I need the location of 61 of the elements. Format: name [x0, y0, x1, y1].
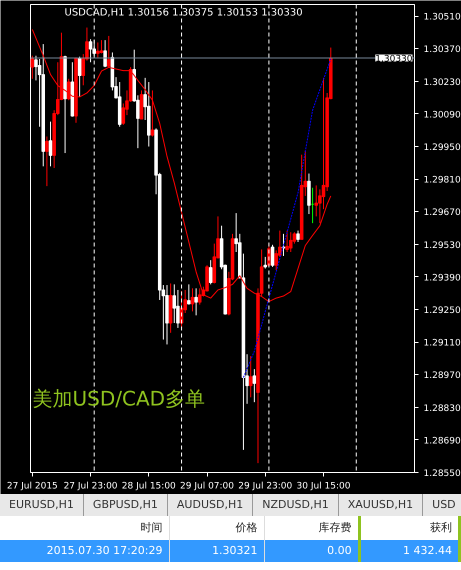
- chart-title: USDCAD,H1 1.30156 1.30375 1.30153 1.30330: [64, 8, 303, 18]
- text: 0.00: [264, 540, 360, 562]
- line-series: [242, 58, 332, 378]
- candlestick: [205, 264, 209, 292]
- candlestick: [208, 260, 212, 285]
- x-tick-label: 27 Jul 23:00: [64, 482, 118, 492]
- text: XAUUSD,H1: [338, 494, 424, 516]
- text: EURUSD,H1: [0, 494, 84, 516]
- candlestick: [248, 356, 252, 398]
- y-tick-label: 1.29390: [424, 273, 461, 284]
- text: 时间: [0, 516, 169, 540]
- candlestick: [187, 284, 191, 306]
- x-tick-label: 30 Jul 15:00: [296, 482, 351, 492]
- candlestick: [150, 90, 154, 138]
- text: 库存费: [264, 516, 360, 540]
- text: 1 432.44: [359, 540, 460, 562]
- text: USD: [423, 494, 461, 516]
- candlestick: [172, 284, 176, 324]
- ref-line-label: 1.30330: [375, 54, 413, 65]
- candlestick: [252, 368, 256, 403]
- y-tick-label: 1.30090: [424, 110, 461, 120]
- x-tick-label: 29 Jul 07:00: [180, 482, 234, 492]
- text: 获利: [359, 516, 460, 540]
- candlestick: [106, 35, 111, 68]
- y-tick-label: 1.28550: [424, 469, 461, 479]
- candlestick: [96, 42, 100, 58]
- y-tick-label: 1.30230: [424, 78, 461, 88]
- text: 2015.07.30 17:20:29: [0, 540, 169, 562]
- y-tick-label: 1.29250: [424, 306, 461, 316]
- candlestick: [103, 40, 107, 68]
- candlestick: [194, 288, 198, 316]
- candlestick: [30, 55, 34, 80]
- y-tick-label: 1.29530: [424, 240, 461, 251]
- annotation: 美加USD/CAD多单: [32, 386, 206, 410]
- text: GBPUSD,H1: [84, 494, 168, 516]
- y-tick-label: 1.29950: [424, 143, 461, 154]
- y-tick-label: 1.30370: [424, 45, 461, 56]
- x-tick-label: 29 Jul 23:00: [238, 482, 293, 492]
- x-tick-label: 28 Jul 15:00: [122, 482, 176, 492]
- y-tick-label: 1.30510: [424, 12, 461, 23]
- candlestick: [190, 288, 194, 312]
- candlestick: [307, 173, 311, 215]
- candlestick: [288, 232, 293, 253]
- candlestick: [78, 56, 82, 98]
- x-tick-label: 27 Jul 2015: [6, 482, 58, 492]
- candlestick: [48, 121, 52, 167]
- y-tick-label: 1.29110: [424, 338, 461, 349]
- y-tick-label: 1.28830: [424, 404, 461, 414]
- candlestick: [45, 136, 49, 187]
- candlestick: [66, 78, 70, 101]
- text: 1.30321: [169, 540, 264, 562]
- candlestick: [285, 230, 289, 253]
- candlestick: [100, 40, 104, 54]
- y-tick-label: 1.29810: [424, 176, 461, 186]
- candlestick: [296, 230, 300, 242]
- y-tick-label: 1.28970: [424, 371, 461, 382]
- y-tick-label: 1.28690: [424, 436, 461, 446]
- text: AUDUSD,H1: [168, 494, 254, 516]
- text: 价格: [169, 516, 264, 540]
- text: NZDUSD,H1: [253, 494, 339, 516]
- y-tick-label: 1.29670: [424, 208, 461, 218]
